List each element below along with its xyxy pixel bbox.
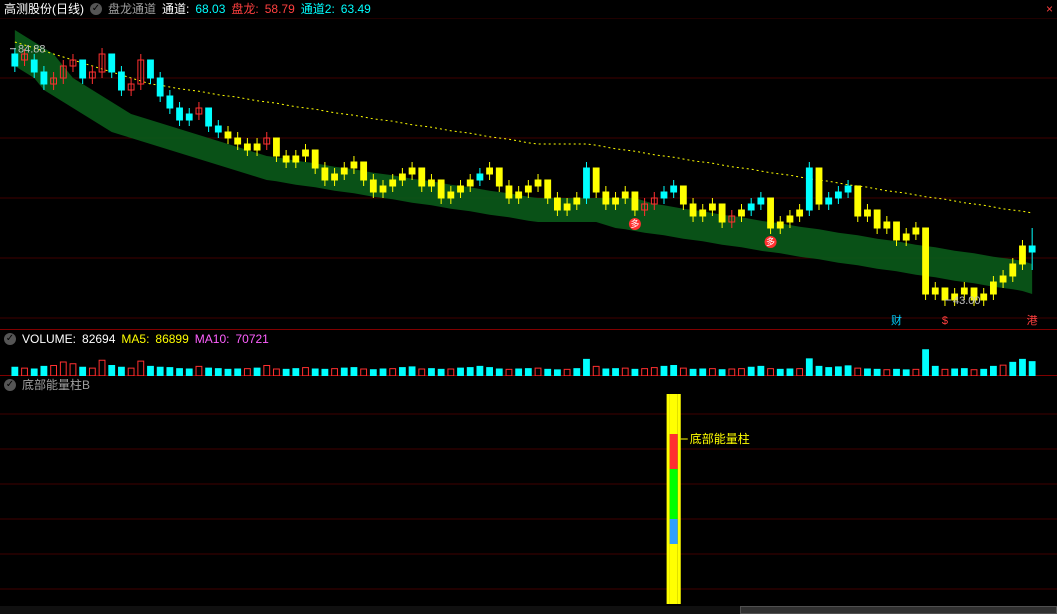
- svg-text:$: $: [942, 315, 948, 327]
- main-chart-area[interactable]: 多多84.8843.00财$港: [0, 18, 1057, 330]
- volume-toggle-icon[interactable]: ✓: [4, 333, 16, 345]
- svg-text:财: 财: [891, 313, 902, 327]
- horizontal-scrollbar[interactable]: [0, 606, 1057, 614]
- indicator-name: 盘龙通道: [108, 0, 156, 18]
- ma5-label: MA5:: [121, 330, 149, 348]
- volume-panel: ✓ VOLUME: 82694 MA5: 86899 MA10: 70721: [0, 330, 1057, 376]
- scrollbar-thumb[interactable]: [740, 606, 1057, 614]
- energy-panel: ✓ 底部能量柱B 底部能量柱: [0, 376, 1057, 606]
- indicator-toggle-icon[interactable]: ✓: [90, 3, 102, 15]
- svg-text:港: 港: [1027, 314, 1038, 327]
- 宁ma5-value: 86899: [155, 330, 188, 348]
- svg-text:84.88: 84.88: [18, 44, 46, 56]
- svg-text:43.00: 43.00: [953, 295, 981, 307]
- val3: 63.49: [341, 0, 371, 18]
- main-chart-panel: 高测股份(日线) ✓ 盘龙通道 通道: 68.03 盘龙: 58.79 通道2:…: [0, 0, 1057, 330]
- energy-chart-area[interactable]: 底部能量柱: [0, 394, 1057, 606]
- val3-label: 通道2:: [301, 0, 335, 18]
- volume-header: ✓ VOLUME: 82694 MA5: 86899 MA10: 70721: [0, 330, 1057, 348]
- val1: 68.03: [195, 0, 225, 18]
- energy-toggle-icon[interactable]: ✓: [4, 379, 16, 391]
- svg-text:底部能量柱: 底部能量柱: [690, 431, 750, 446]
- energy-header: ✓ 底部能量柱B: [0, 376, 1057, 394]
- stock-title: 高测股份(日线): [4, 0, 84, 18]
- svg-text:多: 多: [766, 236, 775, 247]
- ma10-label: MA10:: [195, 330, 230, 348]
- volume-chart-area[interactable]: [0, 348, 1057, 376]
- close-icon[interactable]: ×: [1046, 2, 1053, 16]
- energy-title: 底部能量柱B: [22, 376, 90, 394]
- volume-label: VOLUME:: [22, 330, 76, 348]
- svg-text:多: 多: [630, 218, 639, 229]
- val1-label: 通道:: [162, 0, 189, 18]
- val2: 58.79: [265, 0, 295, 18]
- val2-label: 盘龙:: [231, 0, 258, 18]
- main-chart-header: 高测股份(日线) ✓ 盘龙通道 通道: 68.03 盘龙: 58.79 通道2:…: [0, 0, 1057, 18]
- ma10-value: 70721: [235, 330, 268, 348]
- volume-value: 82694: [82, 330, 115, 348]
